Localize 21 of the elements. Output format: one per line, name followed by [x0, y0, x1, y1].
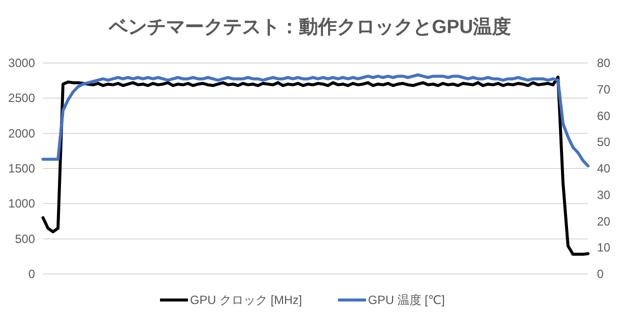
y2-tick-label: 60 [597, 108, 611, 123]
legend-label: GPU クロック [MHz] [190, 293, 302, 307]
chart-title: ベンチマークテスト：動作クロックとGPU温度 [108, 16, 512, 38]
y-tick-label: 2500 [8, 91, 36, 106]
y2-tick-label: 50 [597, 135, 611, 150]
y-tick-label: 2000 [8, 126, 36, 140]
y-tick-label: 500 [14, 232, 36, 246]
line-series [42, 73, 590, 168]
y2-tick-label: 10 [597, 240, 611, 255]
y2-tick-label: 40 [597, 162, 611, 176]
y2-tick-label: 30 [597, 188, 611, 202]
legend-label: GPU 温度 [℃] [368, 293, 445, 307]
y2-tick-label: 0 [597, 267, 604, 281]
y-tick-label: 1500 [8, 162, 36, 176]
y-tick-label: 1000 [8, 196, 36, 211]
y-tick-label: 3000 [8, 56, 36, 70]
y-tick-label: 0 [28, 267, 36, 281]
y2-tick-label: 20 [597, 214, 611, 228]
y2-tick-label: 70 [597, 82, 611, 96]
y2-tick-label: 80 [597, 56, 611, 70]
line-series [42, 76, 590, 256]
